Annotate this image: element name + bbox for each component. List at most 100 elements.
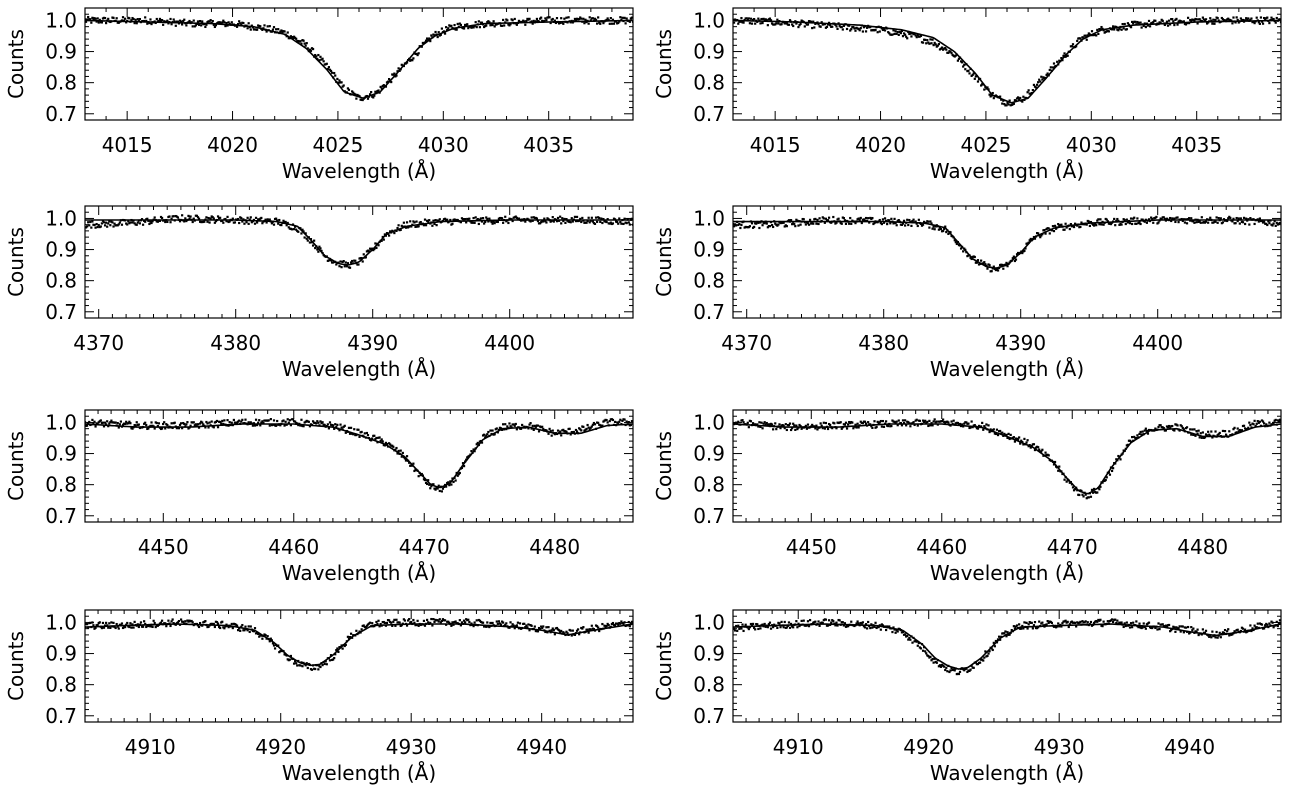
data-point bbox=[529, 422, 532, 425]
data-point bbox=[1244, 222, 1247, 226]
data-point bbox=[212, 622, 215, 626]
data-point bbox=[587, 631, 590, 634]
data-point bbox=[811, 423, 814, 427]
data-point bbox=[897, 219, 900, 222]
data-point bbox=[370, 439, 373, 442]
data-point bbox=[924, 38, 927, 41]
data-point bbox=[1099, 218, 1102, 221]
data-point bbox=[858, 29, 861, 32]
data-point bbox=[373, 94, 376, 97]
data-point bbox=[426, 618, 429, 622]
data-point bbox=[609, 17, 612, 20]
data-point bbox=[1070, 620, 1074, 623]
data-point bbox=[458, 471, 461, 475]
data-point bbox=[1016, 438, 1020, 441]
data-point bbox=[1180, 425, 1183, 428]
data-point bbox=[1058, 465, 1061, 468]
data-point bbox=[115, 17, 118, 20]
data-point bbox=[983, 425, 986, 428]
data-point bbox=[1008, 437, 1011, 441]
data-point bbox=[173, 421, 176, 424]
data-point bbox=[1190, 433, 1193, 436]
data-point bbox=[1235, 431, 1238, 434]
data-point bbox=[192, 421, 195, 424]
data-point bbox=[739, 226, 742, 230]
data-point bbox=[901, 419, 905, 422]
data-point bbox=[1182, 428, 1185, 431]
y-axis-label: Counts bbox=[652, 431, 676, 501]
data-point bbox=[1214, 220, 1217, 223]
data-point bbox=[107, 222, 110, 225]
data-point bbox=[94, 425, 97, 428]
data-point bbox=[227, 626, 230, 629]
data-point bbox=[97, 21, 100, 24]
data-point bbox=[929, 424, 932, 427]
data-point bbox=[627, 420, 630, 424]
data-point bbox=[798, 24, 801, 27]
data-point bbox=[764, 423, 767, 426]
data-point bbox=[1250, 17, 1253, 20]
data-point bbox=[793, 424, 796, 427]
data-point bbox=[990, 94, 993, 97]
data-point bbox=[1183, 221, 1187, 224]
data-point bbox=[267, 419, 270, 422]
data-point bbox=[1138, 221, 1141, 224]
data-point bbox=[768, 621, 772, 624]
data-point bbox=[602, 22, 605, 25]
x-tick-label: 4480 bbox=[1177, 535, 1228, 559]
data-point bbox=[873, 221, 876, 225]
data-point bbox=[1082, 495, 1085, 498]
data-point bbox=[764, 625, 767, 628]
data-point bbox=[625, 420, 628, 423]
data-point bbox=[907, 638, 910, 641]
data-point bbox=[996, 433, 1000, 437]
data-point bbox=[532, 19, 535, 22]
data-point bbox=[170, 23, 173, 26]
data-point bbox=[857, 217, 860, 220]
data-point bbox=[290, 36, 294, 39]
data-point bbox=[415, 220, 418, 223]
data-point bbox=[1030, 621, 1033, 624]
data-point bbox=[565, 16, 568, 19]
data-point bbox=[197, 426, 201, 429]
data-point bbox=[748, 225, 751, 228]
data-point bbox=[1106, 220, 1109, 223]
y-tick-label: 1.0 bbox=[45, 206, 77, 230]
data-point bbox=[1241, 18, 1245, 22]
data-point bbox=[826, 23, 830, 26]
data-point bbox=[1267, 220, 1270, 223]
data-point bbox=[328, 421, 332, 424]
data-point bbox=[1076, 39, 1079, 43]
data-point bbox=[153, 427, 156, 430]
data-point bbox=[446, 28, 449, 32]
data-point bbox=[1189, 428, 1192, 431]
data-point bbox=[1006, 265, 1009, 268]
data-point bbox=[299, 40, 302, 43]
data-point bbox=[525, 624, 528, 627]
data-point bbox=[841, 621, 844, 624]
data-point bbox=[819, 25, 822, 28]
data-point bbox=[201, 624, 204, 627]
data-point bbox=[921, 649, 925, 652]
data-point bbox=[243, 222, 246, 225]
data-point bbox=[243, 629, 246, 632]
data-point bbox=[927, 41, 930, 44]
data-point bbox=[821, 427, 824, 430]
data-point bbox=[166, 220, 169, 224]
data-point bbox=[91, 621, 94, 624]
data-point bbox=[468, 620, 471, 624]
data-point bbox=[1164, 429, 1168, 432]
data-point bbox=[563, 217, 566, 221]
data-point bbox=[340, 266, 343, 269]
data-point bbox=[144, 622, 147, 626]
data-point bbox=[594, 216, 598, 219]
data-point bbox=[956, 59, 960, 62]
data-point bbox=[238, 419, 241, 422]
data-point bbox=[1034, 86, 1038, 89]
x-tick-label: 4390 bbox=[995, 331, 1046, 355]
data-point bbox=[464, 621, 467, 624]
data-point bbox=[1258, 217, 1261, 220]
data-point bbox=[1181, 426, 1184, 430]
data-point bbox=[930, 222, 933, 225]
data-point bbox=[544, 17, 547, 20]
